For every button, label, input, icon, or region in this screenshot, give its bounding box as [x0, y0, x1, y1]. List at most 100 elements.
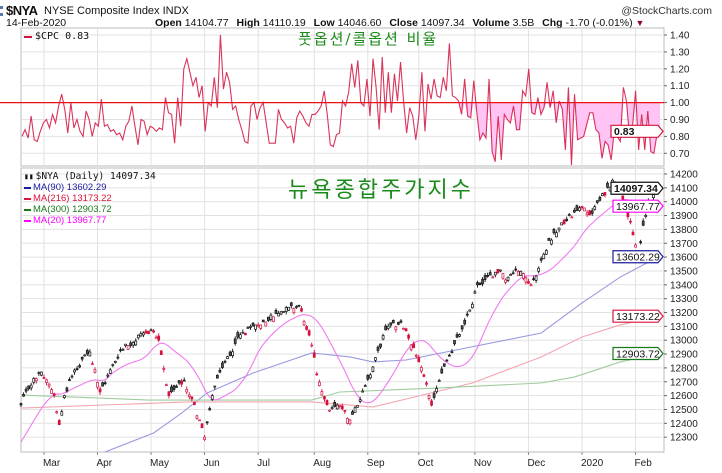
candle-body [481, 278, 484, 285]
candle [496, 268, 500, 275]
candle-body [73, 369, 76, 373]
candle [126, 345, 130, 350]
candle [325, 399, 329, 406]
candle-body [34, 378, 38, 382]
price-y-tick-label: 12700 [670, 377, 698, 388]
candle-body [78, 365, 82, 368]
cpc-series-line [21, 34, 661, 166]
candle [205, 421, 209, 425]
down-arrow-icon: ▼ [635, 18, 645, 28]
cpc-y-tick-label: 1.10 [670, 81, 690, 92]
candle-body [448, 354, 451, 357]
candle-body [116, 356, 120, 359]
candle-body [228, 351, 232, 356]
candle [231, 348, 234, 359]
candle [445, 358, 449, 362]
chart-menu-icon[interactable] [0, 4, 4, 16]
candle-body [621, 195, 625, 200]
candle [435, 385, 438, 394]
candle [272, 316, 275, 323]
candle-body [226, 356, 229, 360]
price-y-tick-label: 13700 [670, 239, 698, 250]
candle [537, 266, 541, 274]
candle-body [473, 291, 477, 294]
candle-body [231, 351, 234, 356]
candle [238, 332, 242, 340]
candle [534, 274, 538, 283]
candle [289, 301, 293, 309]
candle-body [147, 330, 150, 335]
candle [366, 374, 370, 382]
price-y-tick-label: 12800 [670, 363, 698, 374]
candle [40, 371, 43, 377]
candle-body [570, 216, 574, 219]
candle [282, 311, 285, 313]
candle-body [544, 250, 548, 255]
candle-body [139, 333, 143, 337]
candle [391, 319, 395, 324]
candle-body [119, 349, 122, 352]
candle-body [412, 343, 416, 348]
candle [216, 374, 219, 379]
candle [330, 405, 334, 410]
ma20-swatch [24, 219, 31, 222]
candle-body [363, 385, 367, 387]
candle [402, 327, 405, 330]
candle [550, 238, 553, 246]
candle-body [307, 330, 311, 336]
candle-body [274, 310, 278, 314]
candle [557, 227, 561, 233]
candle-body [555, 232, 558, 238]
candle-body [453, 340, 456, 345]
candle [180, 378, 183, 388]
price-y-tick-label: 13100 [670, 322, 698, 333]
candle-body [55, 411, 59, 414]
candle-body [205, 421, 209, 424]
price-y-tick-label: 12400 [670, 419, 698, 430]
volume-label: Volume [472, 17, 510, 29]
candle-body [96, 382, 99, 388]
candle [261, 319, 265, 323]
x-tick-label: Oct [418, 458, 434, 469]
candle [307, 329, 311, 337]
candle [88, 349, 92, 357]
candle [274, 308, 278, 315]
price-y-tick-label: 13800 [670, 225, 698, 236]
candle-body [478, 282, 482, 285]
candle [580, 205, 584, 210]
symbol-title: $NYA [6, 3, 38, 18]
candle [389, 322, 393, 328]
ohlc-summary: Open 14104.77 High 14110.19 Low 14046.60… [155, 17, 644, 29]
candle [634, 243, 637, 248]
candle [27, 385, 30, 391]
candle-body [516, 271, 520, 276]
candle [198, 419, 201, 422]
candle-body [537, 267, 541, 272]
candle-body [330, 407, 334, 409]
candle [348, 418, 352, 426]
candle [170, 384, 173, 394]
candle [394, 325, 398, 333]
candle-body [631, 231, 635, 236]
candle [483, 272, 487, 283]
candle-body [152, 330, 155, 333]
candle-body [465, 313, 469, 316]
price-y-tick-label: 14000 [670, 197, 698, 208]
candle [295, 305, 298, 309]
candle [519, 270, 523, 276]
stockcharts-link[interactable]: @StockCharts.com [621, 5, 712, 17]
candle-body [200, 423, 204, 429]
candle [386, 323, 390, 331]
candle-body [384, 325, 387, 331]
x-tick-label: Nov [474, 458, 492, 469]
candle [228, 350, 232, 357]
candle [547, 237, 551, 241]
candle [476, 280, 479, 288]
candle [644, 213, 648, 219]
candle [113, 360, 117, 364]
candle-body [261, 319, 265, 322]
candle [60, 409, 64, 416]
candle-body [476, 282, 479, 286]
candle [562, 218, 566, 225]
candle [412, 341, 416, 349]
